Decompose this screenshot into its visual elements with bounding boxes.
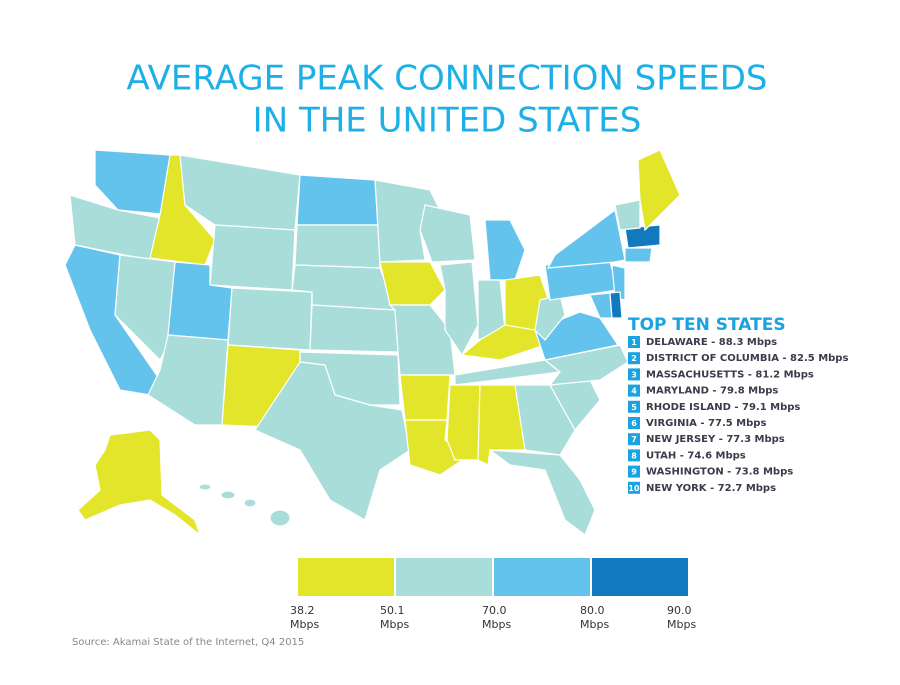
rank-box bbox=[628, 400, 640, 413]
legend-unit: Mbps bbox=[290, 618, 319, 631]
rank: 4 bbox=[631, 387, 637, 396]
rank: 5 bbox=[631, 403, 637, 412]
us-map bbox=[64, 149, 681, 537]
top-ten-item: WASHINGTON - 73.8 Mbps bbox=[646, 467, 793, 478]
title-line: IN THE UNITED STATES bbox=[253, 101, 642, 141]
top-ten-item: DISTRICT OF COLUMBIA - 82.5 Mbps bbox=[646, 353, 848, 364]
top-ten-item: MARYLAND - 79.8 Mbps bbox=[646, 386, 778, 397]
rank-box bbox=[628, 384, 640, 397]
legend-break: 38.2 bbox=[290, 604, 315, 617]
top-ten-item: VIRGINIA - 77.5 Mbps bbox=[646, 418, 766, 429]
rank: 7 bbox=[631, 435, 637, 444]
legend-break: 70.0 bbox=[482, 604, 507, 617]
rank-box bbox=[628, 449, 640, 462]
rank: 1 bbox=[631, 338, 637, 347]
top-ten-item: NEW YORK - 72.7 Mbps bbox=[646, 483, 776, 494]
rank: 8 bbox=[631, 451, 637, 460]
rank-box bbox=[628, 417, 640, 429]
rank-box bbox=[628, 368, 640, 381]
rank-box bbox=[628, 352, 640, 365]
rank: 6 bbox=[631, 419, 637, 428]
top-ten-item: DELAWARE - 88.3 Mbps bbox=[646, 337, 777, 348]
rank-box bbox=[628, 433, 640, 446]
rank: 2 bbox=[631, 354, 637, 363]
rank-box bbox=[628, 336, 640, 348]
rank: 3 bbox=[631, 370, 637, 379]
legend-unit: Mbps bbox=[482, 618, 511, 631]
legend-unit: Mbps bbox=[667, 618, 696, 631]
top-ten-item: MASSACHUSETTS - 81.2 Mbps bbox=[646, 369, 814, 380]
top-ten-item: RHODE ISLAND - 79.1 Mbps bbox=[646, 402, 800, 413]
top-ten-list: 1 DELAWARE - 88.3 Mbps 2 DISTRICT OF COLUMB… bbox=[628, 336, 848, 494]
rank: 10 bbox=[628, 484, 640, 493]
top-ten-item: NEW JERSEY - 77.3 Mbps bbox=[646, 434, 785, 445]
legend-unit: Mbps bbox=[580, 618, 609, 631]
legend-unit: Mbps bbox=[380, 618, 409, 631]
rank-box bbox=[628, 481, 640, 494]
legend-swatch bbox=[592, 558, 688, 596]
legend-break: 90.0 bbox=[667, 604, 692, 617]
rank-box bbox=[628, 465, 640, 478]
source: Source: Akamai State of the Internet, Q4… bbox=[72, 637, 304, 648]
legend-break: 80.0 bbox=[580, 604, 605, 617]
rank: 9 bbox=[631, 468, 637, 477]
legend-swatch bbox=[396, 558, 492, 596]
title-line: AVERAGE PEAK CONNECTION SPEEDS bbox=[127, 59, 768, 99]
top-ten-heading: TOP TEN STATES bbox=[628, 315, 786, 335]
legend-swatch bbox=[298, 558, 394, 596]
legend-break: 50.1 bbox=[380, 604, 405, 617]
top-ten-item: UTAH - 74.6 Mbps bbox=[646, 450, 746, 461]
legend-swatch bbox=[494, 558, 590, 596]
